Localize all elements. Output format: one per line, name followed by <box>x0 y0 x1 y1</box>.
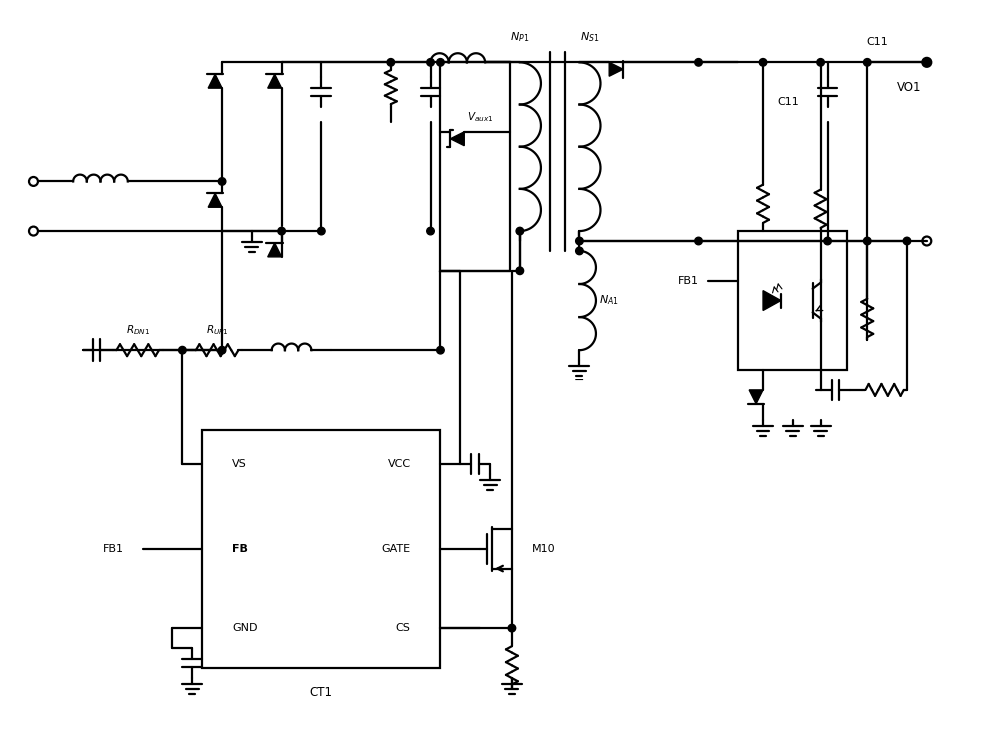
Text: $V_{aux1}$: $V_{aux1}$ <box>467 110 493 124</box>
Circle shape <box>516 267 524 274</box>
Circle shape <box>863 237 871 244</box>
Polygon shape <box>208 74 222 88</box>
Polygon shape <box>208 194 222 207</box>
Circle shape <box>427 227 434 235</box>
Circle shape <box>278 227 285 235</box>
Polygon shape <box>609 62 623 76</box>
Circle shape <box>179 346 186 354</box>
Circle shape <box>437 346 444 354</box>
Circle shape <box>923 58 931 66</box>
Circle shape <box>516 227 524 235</box>
Circle shape <box>437 58 444 66</box>
Circle shape <box>318 227 325 235</box>
Text: GATE: GATE <box>382 544 411 554</box>
Text: −: − <box>574 374 585 386</box>
Text: FB1: FB1 <box>678 276 699 286</box>
Circle shape <box>218 346 226 354</box>
Polygon shape <box>763 291 781 310</box>
Text: $R_{DN1}$: $R_{DN1}$ <box>126 323 150 338</box>
Text: FB: FB <box>232 544 248 554</box>
Polygon shape <box>450 132 464 146</box>
Circle shape <box>695 237 702 244</box>
Text: $N_{A1}$: $N_{A1}$ <box>599 294 619 307</box>
Text: $N_{P1}$: $N_{P1}$ <box>510 31 529 44</box>
Polygon shape <box>268 74 282 88</box>
Bar <box>202 430 440 668</box>
Circle shape <box>817 58 824 66</box>
Polygon shape <box>268 243 282 257</box>
Circle shape <box>695 58 702 66</box>
Circle shape <box>759 58 767 66</box>
Text: $N_{S1}$: $N_{S1}$ <box>580 31 599 44</box>
Bar <box>738 231 847 370</box>
Circle shape <box>863 58 871 66</box>
Circle shape <box>387 58 395 66</box>
Text: C11: C11 <box>777 97 799 107</box>
Circle shape <box>427 58 434 66</box>
Text: $R_{UP1}$: $R_{UP1}$ <box>206 323 229 338</box>
Text: VCC: VCC <box>388 459 411 470</box>
Circle shape <box>576 248 583 255</box>
Text: VS: VS <box>232 459 247 470</box>
Text: FB1: FB1 <box>102 544 123 554</box>
Polygon shape <box>749 390 763 404</box>
Text: CT1: CT1 <box>310 686 333 699</box>
Circle shape <box>576 237 583 244</box>
Text: M10: M10 <box>532 544 555 554</box>
Bar <box>440 62 510 271</box>
Circle shape <box>824 237 831 244</box>
Circle shape <box>508 624 516 632</box>
Text: VO1: VO1 <box>897 81 922 94</box>
Circle shape <box>218 178 226 185</box>
Circle shape <box>903 237 911 244</box>
Text: C11: C11 <box>866 38 888 47</box>
Text: GND: GND <box>232 623 258 633</box>
Text: CS: CS <box>396 623 411 633</box>
